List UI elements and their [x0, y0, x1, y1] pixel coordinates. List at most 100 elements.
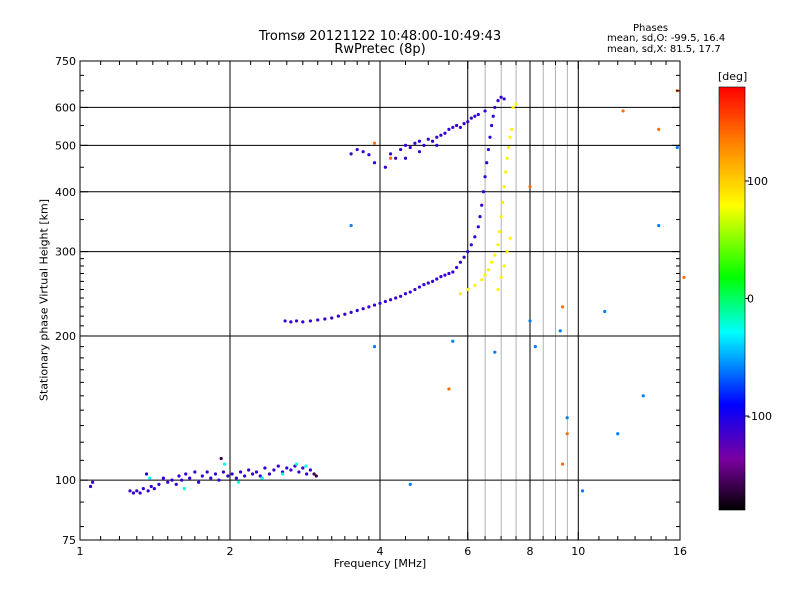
data-point [236, 480, 241, 484]
data-point [657, 223, 661, 228]
data-point [466, 287, 470, 292]
data-point [219, 456, 223, 461]
data-point [508, 236, 512, 240]
data-point [496, 98, 500, 103]
data-point [157, 482, 161, 486]
data-point [493, 350, 497, 354]
colorbar-gradient [718, 86, 746, 511]
data-point [462, 255, 466, 259]
data-point [305, 472, 309, 476]
data-point [330, 316, 334, 320]
data-point [174, 482, 178, 486]
data-point [505, 156, 509, 160]
data-point [403, 292, 408, 296]
data-point [499, 95, 503, 99]
x-tick-label: 10 [571, 545, 585, 558]
data-point [367, 305, 371, 309]
data-point [234, 476, 238, 480]
plot-grid [80, 61, 680, 540]
data-point [616, 432, 620, 436]
x-tick-label: 4 [377, 545, 384, 558]
data-point [276, 464, 280, 468]
colorbar-tick-label: -100 [747, 410, 772, 423]
data-points [88, 89, 686, 495]
data-point [355, 308, 359, 313]
data-point [383, 299, 387, 304]
data-point [209, 476, 213, 480]
data-point [505, 250, 509, 254]
data-point [200, 474, 204, 478]
data-point [254, 470, 259, 474]
data-point [443, 273, 447, 277]
data-point [426, 281, 430, 285]
data-point [263, 466, 267, 470]
y-tick-label: 600 [55, 101, 76, 114]
data-point [161, 476, 165, 480]
data-point [349, 310, 353, 314]
data-point [447, 271, 451, 276]
data-point [399, 294, 403, 298]
data-point [514, 102, 518, 106]
data-point [451, 339, 455, 343]
data-point [258, 474, 262, 478]
data-point [493, 105, 497, 110]
data-point [469, 243, 473, 247]
data-point [177, 474, 181, 478]
y-tick-label: 75 [62, 534, 76, 547]
data-point [439, 133, 443, 137]
x-tick-label: 6 [464, 545, 471, 558]
data-point [355, 147, 359, 152]
data-point [508, 135, 512, 139]
data-point [565, 432, 569, 436]
data-point [372, 161, 377, 165]
chart-subtitle: RwPretec (8p) [334, 42, 426, 57]
data-point [480, 203, 484, 207]
data-point [657, 127, 661, 131]
data-point [466, 250, 470, 254]
data-point [289, 320, 293, 324]
data-point [483, 273, 487, 277]
data-point [480, 278, 484, 282]
data-point [486, 268, 490, 272]
data-point [458, 260, 463, 264]
data-point [289, 468, 293, 472]
data-point [388, 152, 393, 156]
data-point [301, 320, 305, 324]
data-point [301, 466, 305, 470]
data-point [128, 489, 132, 493]
data-point [413, 141, 417, 145]
chart-title: Tromsø 20121122 10:48:00-10:49:43 [258, 29, 502, 44]
data-point [430, 279, 435, 283]
data-point [166, 480, 170, 484]
data-point [580, 489, 585, 493]
data-point [144, 472, 149, 476]
y-tick-label: 500 [55, 139, 76, 152]
data-point [238, 470, 243, 474]
data-point [426, 137, 430, 141]
data-point [184, 472, 188, 476]
data-point [491, 114, 495, 118]
data-point [510, 127, 514, 131]
data-point [501, 200, 505, 205]
data-point [372, 345, 377, 349]
data-point [403, 156, 408, 160]
data-point [466, 120, 470, 124]
data-point [222, 462, 227, 466]
data-point [323, 317, 327, 321]
data-point [485, 161, 489, 165]
phases-title: Phases [633, 23, 669, 34]
data-point [502, 97, 506, 101]
data-point [308, 468, 313, 472]
data-point [621, 109, 625, 113]
data-point [435, 143, 439, 147]
data-point [488, 135, 492, 139]
data-point [417, 285, 422, 289]
data-point [439, 275, 443, 279]
data-point [476, 225, 480, 229]
data-point [675, 145, 679, 150]
data-point [483, 109, 487, 113]
data-point [180, 478, 184, 482]
data-point [504, 170, 508, 174]
phases-x-stats: mean, sd,X: 81.5, 17.7 [607, 44, 721, 55]
x-tick-label: 8 [527, 545, 534, 558]
